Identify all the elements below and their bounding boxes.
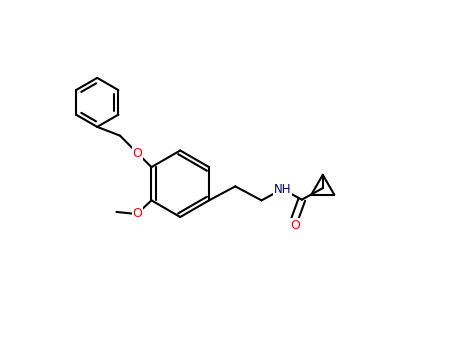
Text: O: O <box>132 147 142 160</box>
Text: NH: NH <box>274 183 291 196</box>
Text: O: O <box>132 207 142 220</box>
Text: O: O <box>290 219 300 232</box>
